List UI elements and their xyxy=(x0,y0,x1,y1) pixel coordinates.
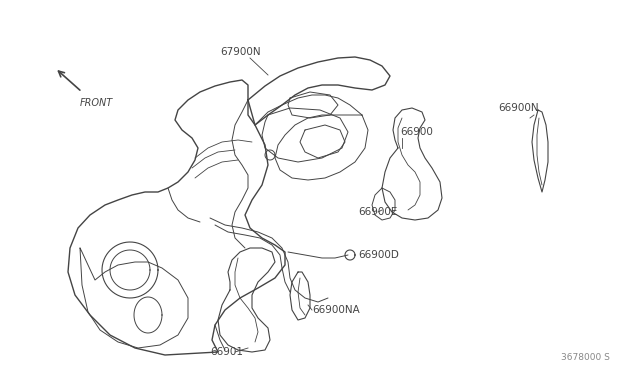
Text: 66900D: 66900D xyxy=(358,250,399,260)
Text: FRONT: FRONT xyxy=(80,98,113,108)
Text: 3678000 S: 3678000 S xyxy=(561,353,610,362)
Text: 66900N: 66900N xyxy=(498,103,539,113)
Text: 67900N: 67900N xyxy=(220,47,260,57)
Text: 66900NA: 66900NA xyxy=(312,305,360,315)
Text: 66900E: 66900E xyxy=(358,207,397,217)
Text: 66901: 66901 xyxy=(210,347,243,357)
Text: 66900: 66900 xyxy=(400,127,433,137)
